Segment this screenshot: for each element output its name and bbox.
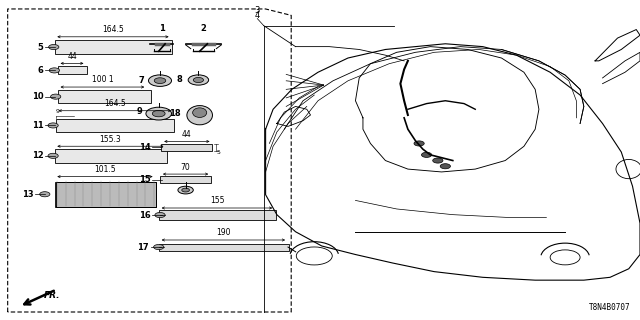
Circle shape — [148, 75, 172, 86]
Bar — [161, 144, 212, 151]
Circle shape — [51, 94, 61, 99]
Bar — [159, 210, 276, 220]
Text: FR.: FR. — [44, 292, 60, 300]
Circle shape — [155, 212, 165, 218]
Text: 100 1: 100 1 — [92, 76, 113, 84]
Text: 2: 2 — [200, 24, 207, 33]
Circle shape — [178, 186, 193, 194]
Bar — [55, 149, 166, 163]
Bar — [58, 90, 151, 103]
Text: 164.5: 164.5 — [102, 25, 124, 34]
Circle shape — [182, 188, 189, 192]
Circle shape — [154, 78, 166, 84]
Bar — [160, 176, 211, 183]
Bar — [56, 182, 156, 207]
Text: 8: 8 — [177, 76, 182, 84]
Text: 10: 10 — [32, 92, 44, 101]
Text: 7: 7 — [138, 76, 144, 85]
Circle shape — [48, 153, 58, 158]
Text: 6: 6 — [38, 66, 44, 75]
Bar — [58, 66, 87, 74]
Text: 3: 3 — [255, 6, 260, 15]
Text: 5: 5 — [216, 149, 220, 155]
Text: 9: 9 — [56, 109, 60, 114]
Bar — [56, 119, 174, 132]
Circle shape — [433, 158, 443, 163]
Ellipse shape — [187, 106, 212, 125]
Text: 14: 14 — [139, 143, 150, 152]
Ellipse shape — [193, 108, 207, 117]
Text: 12: 12 — [32, 151, 44, 160]
Text: 5: 5 — [38, 43, 44, 52]
Text: 15: 15 — [139, 175, 150, 184]
Text: 164.5: 164.5 — [104, 99, 125, 108]
Text: 155: 155 — [210, 196, 224, 205]
Circle shape — [414, 141, 424, 146]
Bar — [56, 40, 172, 54]
Circle shape — [154, 244, 164, 250]
Circle shape — [440, 164, 451, 169]
Text: 190: 190 — [216, 228, 230, 237]
Circle shape — [48, 123, 58, 128]
Text: 18: 18 — [169, 109, 180, 118]
Text: T8N4B0707: T8N4B0707 — [589, 303, 630, 312]
Circle shape — [40, 192, 50, 197]
Circle shape — [422, 152, 432, 157]
Circle shape — [188, 75, 209, 85]
Text: 13: 13 — [22, 190, 33, 199]
Bar — [159, 244, 289, 251]
Text: 155.3: 155.3 — [100, 135, 121, 144]
Text: 44: 44 — [67, 52, 77, 61]
Circle shape — [152, 110, 165, 117]
Text: 16: 16 — [139, 211, 150, 220]
Text: 9: 9 — [137, 108, 143, 116]
Text: 11: 11 — [32, 121, 44, 130]
Text: 70: 70 — [180, 163, 191, 172]
Circle shape — [146, 107, 172, 120]
Circle shape — [49, 68, 60, 73]
Text: 17: 17 — [138, 243, 149, 252]
Bar — [55, 182, 156, 207]
Text: 44: 44 — [182, 130, 192, 139]
Circle shape — [49, 44, 59, 50]
Text: 1: 1 — [159, 24, 165, 33]
Text: 4: 4 — [255, 11, 260, 20]
Text: 101.5: 101.5 — [94, 165, 116, 174]
Circle shape — [193, 77, 204, 83]
